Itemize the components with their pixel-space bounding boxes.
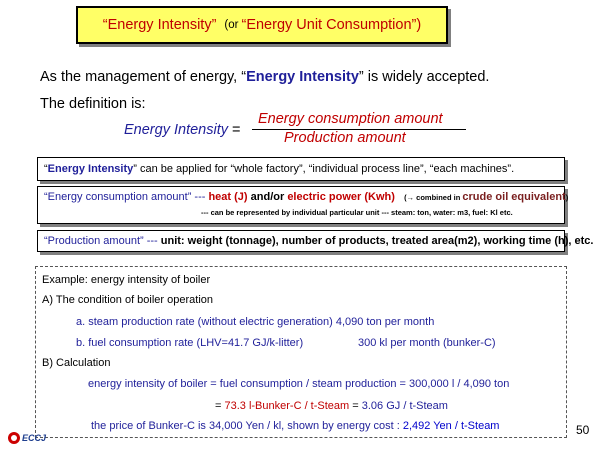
slide-title: “Energy Intensity” (or “Energy Unit Cons… bbox=[76, 6, 448, 44]
example-calc1: energy intensity of boiler = fuel consum… bbox=[88, 378, 510, 390]
price-left: the price of Bunker-C is 34,000 Yen / kl… bbox=[91, 420, 403, 432]
intro-bold: Energy Intensity bbox=[246, 69, 359, 85]
eccj-logo-text: ECCJ bbox=[22, 433, 47, 443]
example-calc2: = 73.3 l-Bunker-C / t-Steam = 3.06 GJ / … bbox=[215, 400, 448, 412]
box2-andor: and/or bbox=[247, 191, 288, 203]
box1-text: ” can be applied for “whole factory”, “i… bbox=[133, 163, 515, 175]
title-part2: “Energy Unit Consumption”) bbox=[241, 17, 422, 33]
example-a2-left: b. fuel consumption rate (LHV=41.7 GJ/k-… bbox=[76, 337, 304, 349]
production-amount-box: “Production amount” --- unit: weight (to… bbox=[37, 230, 593, 252]
example-a2-right: 300 kl per month (bunker-C) bbox=[358, 337, 496, 349]
box1-bold: Energy Intensity bbox=[47, 163, 134, 175]
intro-before: As the management of energy, “ bbox=[40, 69, 247, 85]
energy-consumption-box: “Energy consumption amount” --- heat (J)… bbox=[37, 186, 568, 224]
intro-sentence: As the management of energy, “Energy Int… bbox=[40, 69, 489, 85]
fraction-line bbox=[252, 129, 466, 130]
box2-arrow-suffix: ) bbox=[565, 193, 569, 202]
calc2-mid: = bbox=[349, 400, 362, 412]
formula-equals: = bbox=[232, 122, 241, 138]
calc2-eq: = bbox=[215, 400, 225, 412]
example-a-title: A) The condition of boiler operation bbox=[42, 294, 214, 306]
formula-numerator: Energy consumption amount bbox=[258, 111, 443, 127]
box2-heat: heat (J) bbox=[208, 191, 248, 203]
example-box: Example: energy intensity of boiler A) T… bbox=[35, 266, 567, 438]
box2-lead: “Energy consumption amount” --- bbox=[44, 191, 209, 203]
calc2-blue: 3.06 GJ / t-Steam bbox=[361, 400, 448, 412]
box1-quote: “ bbox=[44, 163, 48, 175]
box2-crude: crude oil equivalent bbox=[462, 191, 566, 203]
eccj-logo-icon bbox=[8, 432, 20, 444]
box3-text: unit: weight (tonnage), number of produc… bbox=[160, 235, 594, 247]
box2-arrow-prefix: (→ combined in bbox=[404, 193, 463, 202]
applicability-box: “Energy Intensity” can be applied for “w… bbox=[37, 157, 565, 181]
calc2-red: 73.3 l-Bunker-C / t-Steam bbox=[224, 400, 350, 412]
example-heading: Example: energy intensity of boiler bbox=[42, 274, 211, 286]
example-a1: a. steam production rate (without electr… bbox=[76, 316, 435, 328]
title-part1: “Energy Intensity” bbox=[102, 17, 217, 33]
page-number: 50 bbox=[576, 423, 590, 437]
eccj-logo: ECCJ bbox=[8, 431, 46, 445]
price-value: 2,492 Yen / t-Steam bbox=[402, 420, 500, 432]
definition-label: The definition is: bbox=[40, 96, 146, 112]
example-b-title: B) Calculation bbox=[42, 357, 111, 369]
box3-lead: “Production amount” --- bbox=[44, 235, 161, 247]
example-price: the price of Bunker-C is 34,000 Yen / kl… bbox=[91, 420, 499, 432]
box2-elec: electric power (Kwh) bbox=[287, 191, 395, 203]
box2-note: --- can be represented by individual par… bbox=[201, 208, 513, 217]
formula-lhs-text: Energy Intensity bbox=[124, 122, 228, 138]
formula-lhs: Energy Intensity = bbox=[124, 122, 240, 138]
title-or: (or bbox=[224, 19, 239, 31]
formula-denominator: Production amount bbox=[284, 130, 406, 146]
intro-after: ” is widely accepted. bbox=[358, 69, 490, 85]
